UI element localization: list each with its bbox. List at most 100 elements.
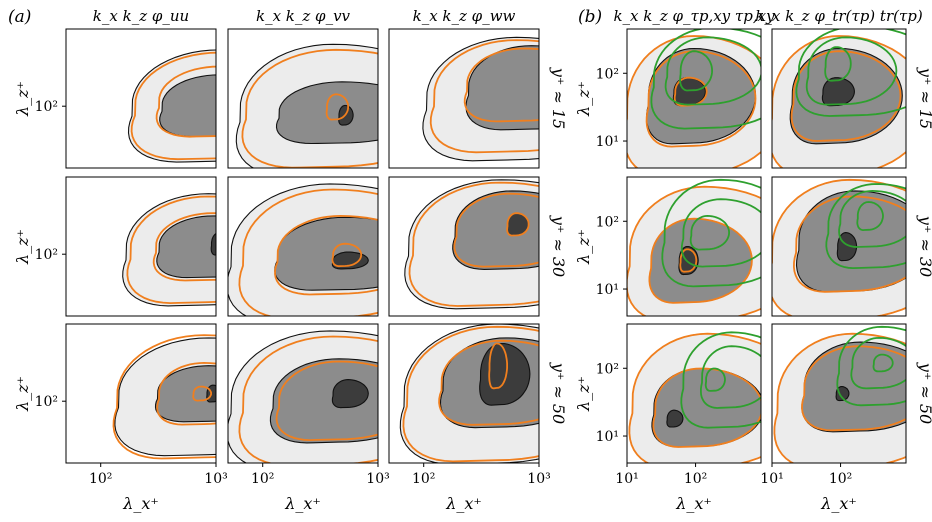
green-contour-2 (679, 50, 714, 92)
panel-a-r1-c1 (228, 183, 378, 316)
orange-contour-1 (438, 339, 539, 426)
orange-contour-1 (152, 212, 216, 282)
green-contour-2 (704, 367, 726, 392)
green-contour-0 (650, 29, 761, 130)
panel-a-r1-c0-frame (65, 176, 217, 317)
panel-b-r0-c1 (772, 29, 906, 168)
green-contour-0 (795, 29, 906, 117)
y-axis-label: λ_z⁺ (574, 229, 593, 265)
green-contour-0 (680, 331, 761, 429)
x-axis-label: λ_x⁺ (122, 494, 159, 513)
orange-contour-0 (408, 181, 539, 307)
orange-contour-1 (652, 367, 761, 448)
panel-a-r0-c2-frame (388, 28, 540, 169)
contour-level-dark (331, 251, 369, 270)
x-tick-label: 10² (251, 471, 274, 487)
green-contour-1 (664, 36, 761, 106)
panel-b-r1-c0-frame (626, 176, 762, 317)
column-title: k_x k_z φ_ww (413, 7, 516, 25)
y-tick-label: 10¹ (596, 282, 619, 298)
column-title: k_x k_z φ_tr(τp) tr(τp) (755, 7, 923, 25)
orange-contour-2 (331, 242, 363, 268)
panel-a-r0-c1 (235, 43, 378, 168)
contour-level-mid (452, 190, 539, 270)
panel-a-r2-c1 (228, 330, 378, 463)
contour-level-mid (156, 215, 216, 279)
y-axis-label: λ_z⁺ (574, 376, 593, 412)
x-tick-label: 10¹ (760, 471, 783, 487)
y-tick-label: 10² (596, 214, 619, 230)
y-axis-label: λ_z⁺ (13, 229, 32, 265)
y-tick-label: 10² (596, 66, 619, 82)
green-contour-2 (689, 214, 731, 251)
x-tick-label: 10¹ (615, 471, 638, 487)
green-contour-1 (838, 189, 906, 248)
orange-contour-1 (156, 361, 216, 426)
contour-level-mid (795, 190, 906, 293)
x-axis-label: λ_x⁺ (284, 494, 321, 513)
y-tick-label: 10¹ (596, 134, 619, 150)
orange-contour-2 (679, 248, 698, 273)
contour-level-dark (821, 77, 855, 107)
panel-a-r0-c0-frame (65, 28, 217, 169)
x-tick-label: 10² (412, 471, 435, 487)
green-contour-0 (836, 325, 906, 407)
x-axis-label: λ_x⁺ (820, 494, 857, 513)
orange-contour-0 (126, 195, 216, 305)
contour-level-dark (206, 384, 216, 403)
orange-contour-0 (402, 325, 539, 463)
orange-contour-0 (112, 334, 216, 460)
x-tick-label: 10² (684, 471, 707, 487)
panel-a-r2-c2-frame (388, 323, 540, 464)
contour-level-dark (331, 379, 369, 409)
orange-contour-1 (792, 195, 906, 293)
y-tick-label: 10² (35, 394, 58, 410)
green-contour-2 (856, 201, 884, 232)
panel-a-r1-c1-frame (227, 176, 379, 317)
orange-contour-2 (506, 212, 530, 237)
panel-b-r2-c0 (628, 331, 761, 463)
orange-contour-2 (488, 342, 508, 390)
y-tick-label: 10² (596, 361, 619, 377)
panel-a-r0-c2 (422, 36, 539, 162)
panel-b-r0-c0-frame (626, 28, 762, 169)
contour-level-dark (666, 409, 684, 428)
row-label: y⁺ ≈ 15 (916, 67, 932, 129)
x-tick-label: 10³ (366, 471, 389, 487)
orange-contour-0 (772, 178, 906, 316)
orange-contour-1 (453, 192, 539, 268)
contour-level-dark (835, 386, 850, 402)
orange-contour-0 (773, 332, 906, 463)
row-label: y⁺ ≈ 50 (549, 362, 568, 424)
panel-a-r2-c0 (112, 334, 216, 460)
orange-contour-0 (241, 48, 378, 168)
panel-b-r1-c1-frame (771, 176, 907, 317)
y-axis-label: λ_z⁺ (13, 81, 32, 117)
orange-contour-0 (772, 35, 906, 168)
row-label: y⁺ ≈ 30 (916, 215, 932, 277)
green-contour-0 (825, 183, 906, 270)
panel-a-r2-c2 (399, 324, 539, 463)
orange-contour-1 (648, 217, 753, 304)
panel-a-r1-c2-frame (388, 176, 540, 317)
orange-contour-2 (192, 385, 212, 402)
orange-contour-0 (238, 335, 378, 463)
panel-b-r2-c1-frame (771, 323, 907, 464)
panel-b-r0-c0 (627, 29, 761, 168)
y-tick-label: 10² (35, 247, 58, 263)
panel-a-r0-c0 (127, 49, 216, 163)
panel-a-r1-c0 (122, 193, 216, 307)
orange-contour-1 (463, 47, 539, 123)
green-contour-0 (661, 178, 761, 288)
panel-a-r1-c2 (404, 179, 539, 310)
panel-label-b: (b) (578, 7, 602, 27)
y-tick-label: 10¹ (596, 429, 619, 445)
x-tick-label: 10² (89, 471, 112, 487)
column-title: k_x k_z φ_uu (93, 7, 189, 25)
green-contour-1 (700, 345, 761, 409)
y-axis-label: λ_z⁺ (574, 81, 593, 117)
orange-contour-0 (628, 332, 761, 463)
panel-a-r2-c0-frame (65, 323, 217, 464)
panel-b-r1-c0 (627, 178, 761, 316)
green-contour-1 (805, 36, 898, 106)
